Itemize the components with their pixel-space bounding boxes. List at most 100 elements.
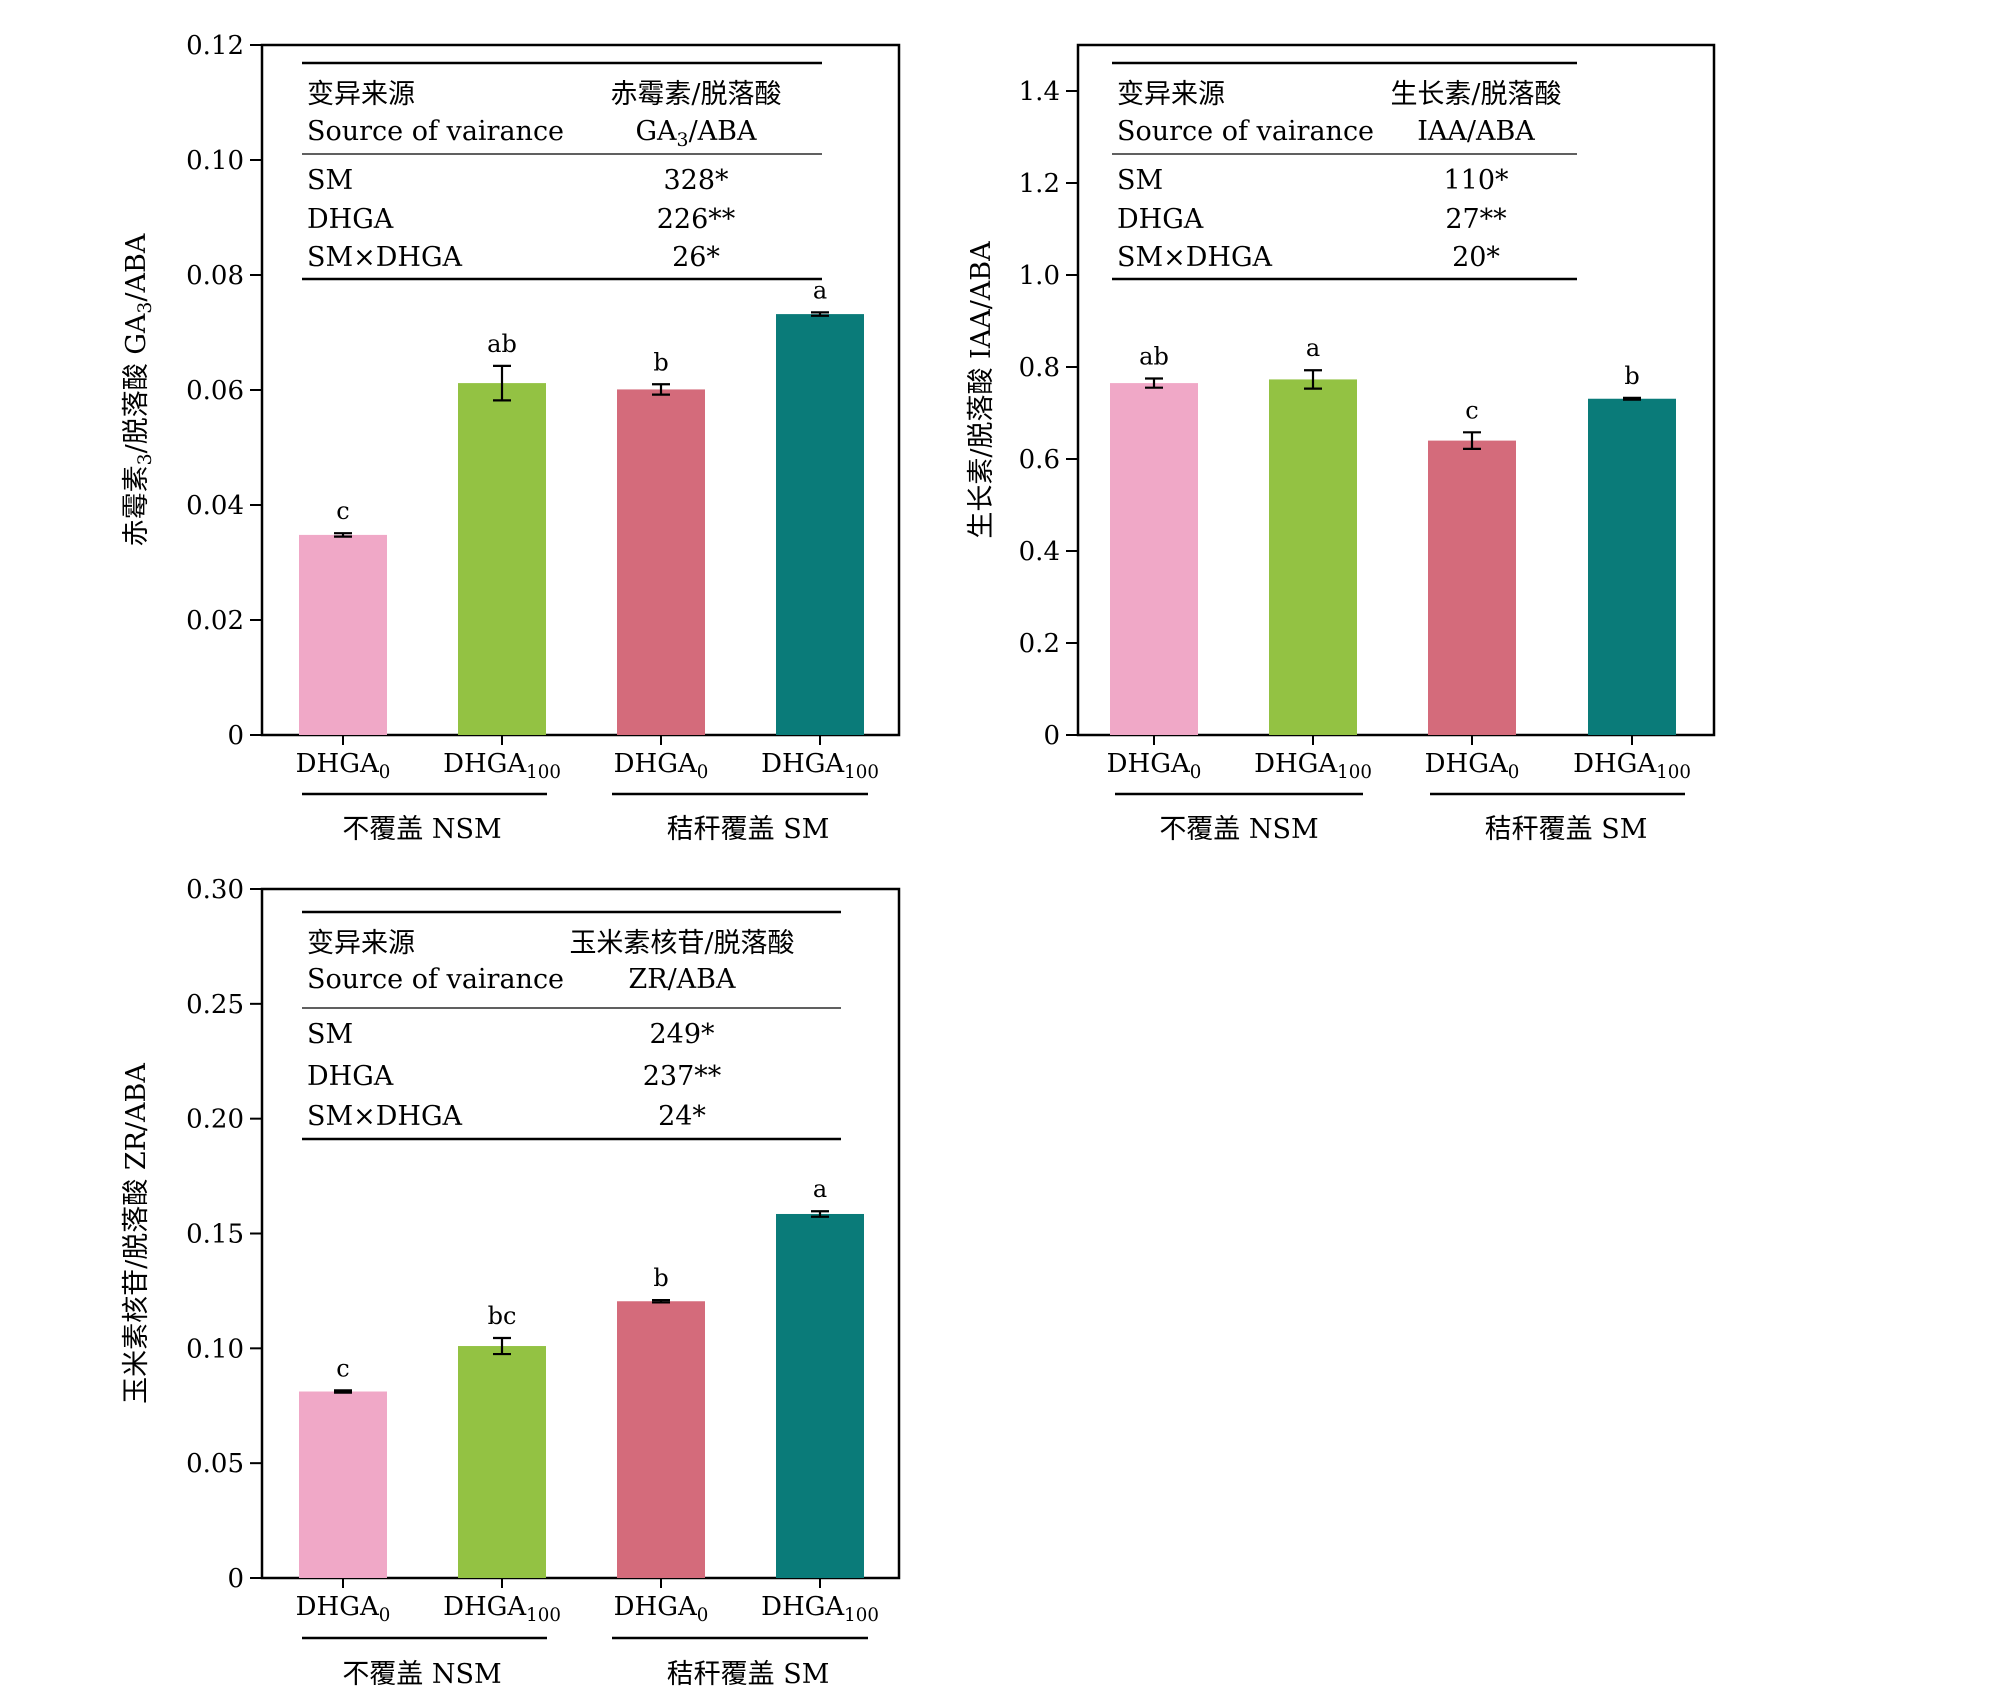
significance-letter: a [1306, 334, 1320, 362]
significance-letter: c [1465, 396, 1478, 424]
y-axis-label: 玉米素核苷/脱落酸 ZR/ABA [121, 1063, 152, 1404]
table-header-source-en: Source of vairance [307, 964, 564, 995]
y-axis-label-part: /ABA [121, 233, 152, 301]
table-header-variable-en: IAA/ABA [1417, 116, 1535, 147]
table-header-variable-en: ZR/ABA [628, 964, 736, 995]
error-bar [1463, 431, 1481, 450]
y-tick-label: 0.2 [1019, 629, 1060, 659]
y-axis-label-part: 生长素/脱落酸 IAA/ABA [966, 241, 997, 539]
x-category-label-subscript: 0 [697, 1605, 709, 1626]
y-tick-label: 0.10 [186, 1334, 244, 1364]
table-row-label: SM [1117, 165, 1163, 196]
table-row-value: 26* [672, 242, 720, 273]
y-tick-label: 0.6 [1019, 445, 1060, 475]
bar [299, 1391, 387, 1578]
error-bar [652, 1299, 670, 1304]
x-category-label: DHGA100 [443, 749, 561, 783]
table-row-label: SM×DHGA [307, 1101, 463, 1132]
x-category-label-part: DHGA [1425, 749, 1509, 779]
group-label: 不覆盖 NSM [342, 814, 501, 845]
table-header-variable-cn: 赤霉素/脱落酸 [610, 79, 781, 110]
x-category-label-part: DHGA [443, 749, 527, 779]
table-row-value: 249* [649, 1019, 715, 1050]
group-label: 秸秆覆盖 SM [1485, 814, 1648, 845]
bar [1588, 398, 1676, 735]
table-row-value: 226** [657, 204, 736, 235]
significance-letter: c [336, 1354, 349, 1382]
x-category-label-subscript: 100 [526, 1605, 561, 1626]
table-header-variable-en-part: /ABA [689, 116, 757, 147]
table-header-source-cn: 变异来源 [1117, 79, 1225, 110]
bar [458, 383, 546, 735]
bar [458, 1346, 546, 1578]
significance-letter: b [1624, 362, 1639, 390]
significance-letter: a [813, 276, 827, 304]
x-category-label-subscript: 0 [1508, 762, 1520, 783]
table-row-value: 110* [1443, 165, 1509, 196]
table-row-label: DHGA [307, 204, 394, 235]
error-bar [493, 1336, 511, 1356]
y-tick-label: 1.2 [1019, 169, 1060, 199]
x-category-label-part: DHGA [443, 1592, 527, 1622]
table-row-value: 20* [1452, 242, 1500, 273]
table-row-value: 24* [658, 1101, 706, 1132]
x-category-label: DHGA0 [614, 1592, 709, 1626]
y-axis-label: 生长素/脱落酸 IAA/ABA [966, 241, 997, 539]
significance-letter: b [653, 348, 668, 376]
significance-letter: ab [1139, 343, 1169, 371]
table-row-value: 27** [1445, 204, 1507, 235]
bar [299, 534, 387, 735]
y-tick-label: 0.08 [186, 261, 244, 291]
y-tick-label: 0.20 [186, 1105, 244, 1135]
error-bar [1145, 377, 1163, 389]
x-category-label-subscript: 100 [1337, 762, 1372, 783]
y-tick-label: 0.25 [186, 990, 244, 1020]
significance-letter: b [653, 1264, 668, 1292]
y-axis-label: 赤霉素3/脱落酸 GA3/ABA [121, 233, 156, 546]
y-tick-label: 0.02 [186, 606, 244, 636]
x-category-label: DHGA100 [443, 1592, 561, 1626]
x-category-label: DHGA0 [296, 1592, 391, 1626]
significance-letter: c [336, 497, 349, 525]
table-row-label: DHGA [307, 1061, 394, 1092]
table-row-label: SM [307, 1019, 353, 1050]
x-category-label-part: DHGA [296, 1592, 380, 1622]
y-axis-label-subscript: 3 [134, 453, 156, 465]
error-bar [652, 383, 670, 396]
x-category-label: DHGA0 [1425, 749, 1520, 783]
table-row-label: DHGA [1117, 204, 1204, 235]
table-header-variable-cn: 生长素/脱落酸 [1390, 79, 1561, 110]
table-row-label: SM [307, 165, 353, 196]
y-tick-label: 0.4 [1019, 537, 1060, 567]
error-bar [334, 532, 352, 538]
y-tick-label: 0.12 [186, 31, 244, 61]
y-tick-label: 0.15 [186, 1220, 244, 1250]
x-category-label-part: DHGA [1107, 749, 1191, 779]
x-category-label-part: DHGA [614, 749, 698, 779]
table-header-variable-en-part: ZR/ABA [628, 964, 736, 995]
y-axis-label-subscript: 3 [134, 302, 156, 314]
x-category-label-subscript: 0 [379, 762, 391, 783]
y-tick-label: 0 [1043, 721, 1060, 751]
table-header-source-cn: 变异来源 [307, 79, 415, 110]
y-tick-label: 0 [227, 1564, 244, 1594]
table-row-value: 328* [663, 165, 729, 196]
y-tick-label: 0.04 [186, 491, 244, 521]
bar [776, 1213, 864, 1578]
x-category-label-part: DHGA [1254, 749, 1338, 779]
y-axis-label-part: 玉米素核苷/脱落酸 ZR/ABA [121, 1063, 152, 1404]
table-row-label: SM×DHGA [1117, 242, 1273, 273]
x-category-label: DHGA0 [614, 749, 709, 783]
significance-letter: ab [487, 330, 517, 358]
error-bar [1304, 369, 1322, 390]
y-tick-label: 0.05 [186, 1449, 244, 1479]
bar [776, 314, 864, 735]
y-axis-label-part: 赤霉素 [121, 465, 152, 546]
table-row-value: 237** [643, 1061, 722, 1092]
